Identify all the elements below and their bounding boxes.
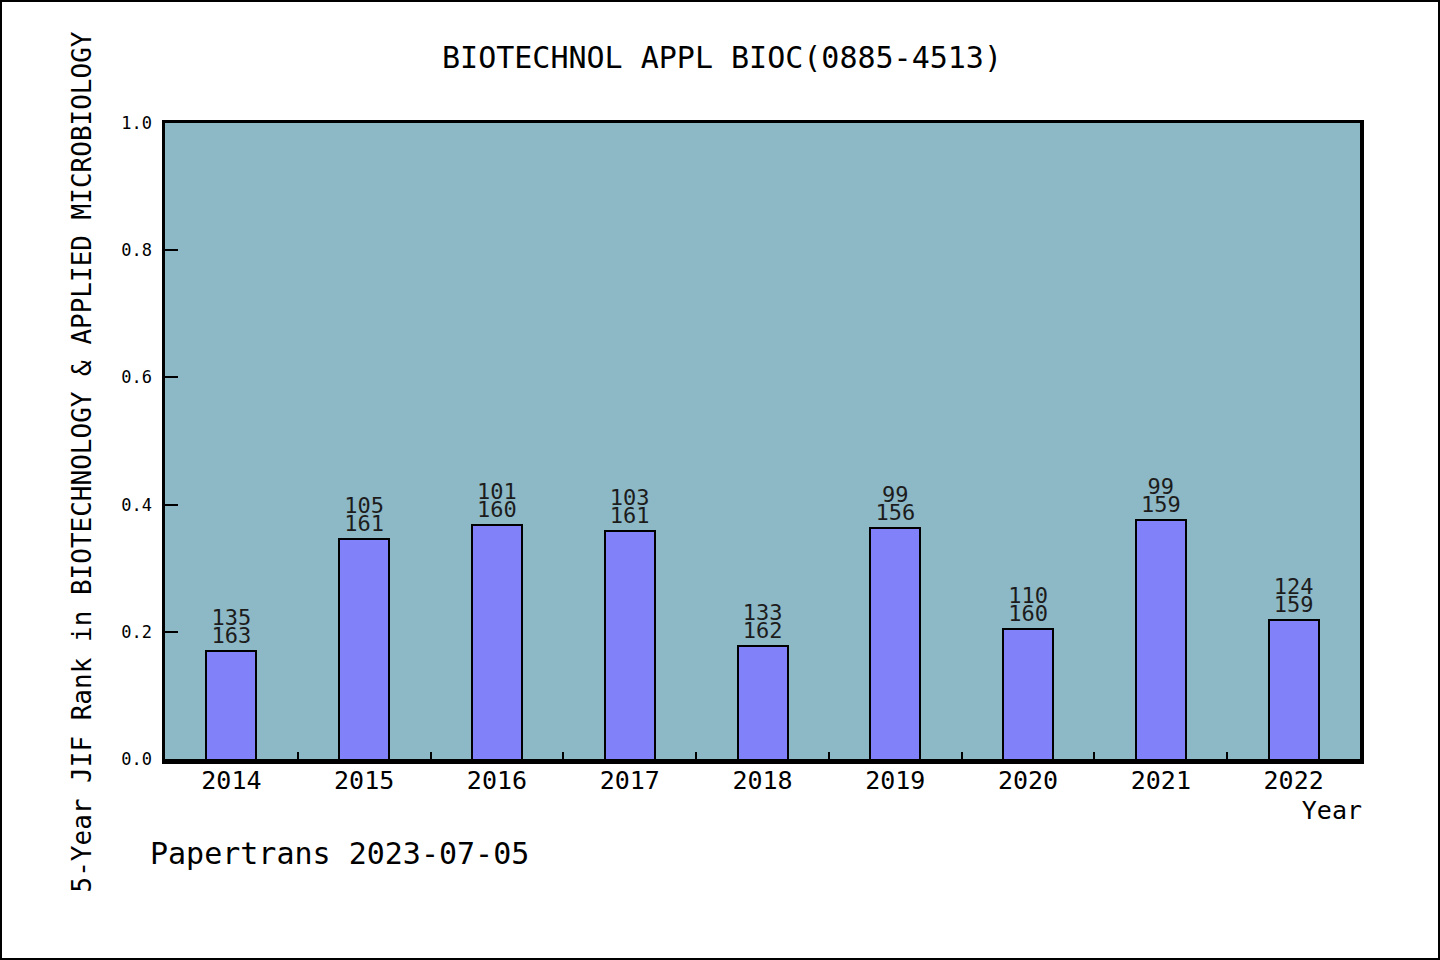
x-tick-label: 2022 [1227, 766, 1360, 796]
bar-slot-2014: 135 163 [165, 123, 298, 759]
x-tick-label: 2018 [696, 766, 829, 796]
y-tick-label: 0.8 [121, 242, 152, 259]
bar-slot-2016: 101 160 [431, 123, 564, 759]
bars-layer: 135 163 105 161 101 160 103 161 [165, 123, 1360, 759]
bar-slot-2019: 99 156 [829, 123, 962, 759]
x-tick-label: 2016 [431, 766, 564, 796]
bar-2020 [1002, 628, 1054, 759]
bar-total-label: 159 [1197, 596, 1390, 614]
bar-2021 [1135, 519, 1187, 759]
bar-2014 [205, 650, 257, 759]
bar-slot-2015: 105 161 [298, 123, 431, 759]
bar-2018 [737, 645, 789, 759]
y-tick-label: 0.4 [121, 496, 152, 513]
bar-2022 [1268, 619, 1320, 759]
y-tick-label: 1.0 [121, 115, 152, 132]
bar-2017 [604, 530, 656, 759]
x-tick-label: 2015 [298, 766, 431, 796]
x-tick-label: 2021 [1094, 766, 1227, 796]
bar-slot-2017: 103 161 [563, 123, 696, 759]
y-tick-label: 0.6 [121, 369, 152, 386]
x-tick-label: 2020 [962, 766, 1095, 796]
x-tick-label: 2019 [829, 766, 962, 796]
x-axis-tick-labels: 2014 2015 2016 2017 2018 2019 2020 2021 … [165, 766, 1360, 796]
bar-2019 [869, 527, 921, 759]
bar-slot-2022: 124 159 [1227, 123, 1360, 759]
bar-annotation: 124 159 [1197, 578, 1390, 614]
figure: { "watermark": "Papertrans 2023-07-05", … [0, 0, 1440, 960]
y-tick-label: 0.0 [121, 751, 152, 768]
y-axis-tick-labels: 1.0 0.8 0.6 0.4 0.2 0.0 [2, 123, 154, 759]
chart-title: BIOTECHNOL APPL BIOC(0885-4513) [2, 40, 1440, 75]
bar-slot-2018: 133 162 [696, 123, 829, 759]
x-tick-label: 2017 [563, 766, 696, 796]
bar-2016 [471, 524, 523, 759]
bar-2015 [338, 538, 390, 759]
bar-slot-2021: 99 159 [1094, 123, 1227, 759]
x-tick-label: 2014 [165, 766, 298, 796]
plot-area: 135 163 105 161 101 160 103 161 [162, 120, 1364, 764]
watermark-text: Papertrans 2023-07-05 [150, 836, 529, 871]
x-axis-label: Year [162, 796, 1362, 825]
bar-slot-2020: 110 160 [962, 123, 1095, 759]
